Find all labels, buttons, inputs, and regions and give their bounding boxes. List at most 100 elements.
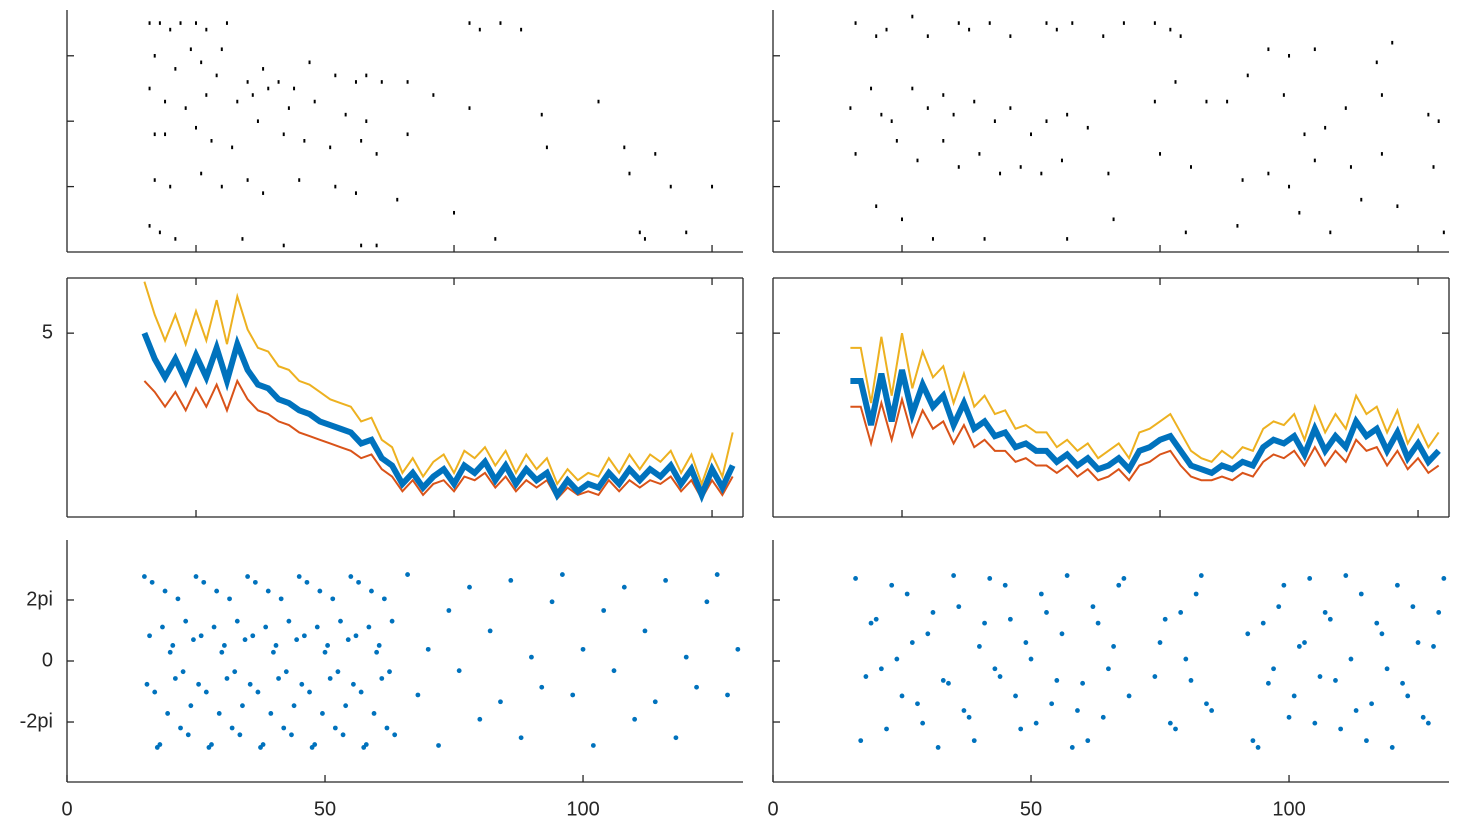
- point: [147, 633, 152, 639]
- point: [160, 624, 165, 630]
- point: [1296, 644, 1302, 649]
- point: [456, 668, 462, 674]
- point: [325, 643, 330, 648]
- series-line: [141, 332, 736, 504]
- point: [1090, 604, 1096, 610]
- point: [1265, 680, 1271, 686]
- point: [467, 584, 472, 590]
- point: [1059, 631, 1065, 637]
- point: [149, 579, 155, 585]
- point: [317, 588, 323, 594]
- point: [392, 732, 398, 738]
- point: [345, 637, 351, 643]
- point: [1364, 738, 1369, 744]
- point: [1126, 693, 1132, 699]
- point: [1033, 720, 1039, 726]
- point: [175, 596, 181, 602]
- point: [320, 711, 325, 716]
- point: [242, 637, 248, 643]
- point: [165, 711, 171, 716]
- point: [296, 574, 302, 579]
- point: [1028, 656, 1034, 662]
- point: [946, 680, 951, 686]
- point: [271, 649, 276, 655]
- point: [1312, 720, 1318, 726]
- point: [332, 725, 338, 731]
- point: [1317, 674, 1323, 679]
- point: [1121, 576, 1127, 581]
- point: [1054, 678, 1060, 683]
- point: [1075, 708, 1080, 713]
- point: [327, 676, 333, 681]
- series-line: [850, 395, 1440, 482]
- point: [1327, 616, 1333, 622]
- point: [1245, 631, 1251, 637]
- point: [219, 649, 225, 655]
- point: [374, 649, 380, 655]
- point: [977, 644, 982, 649]
- point: [940, 678, 946, 683]
- point: [1183, 656, 1189, 662]
- point: [704, 599, 710, 605]
- point: [273, 643, 279, 648]
- point: [229, 725, 235, 731]
- point: [255, 689, 261, 695]
- point: [1291, 693, 1297, 699]
- point: [154, 745, 160, 750]
- point: [314, 624, 320, 630]
- point: [714, 572, 720, 577]
- point: [1162, 616, 1168, 622]
- point: [152, 689, 158, 695]
- point: [899, 693, 905, 699]
- point: [632, 716, 638, 722]
- point: [322, 649, 328, 655]
- point: [348, 574, 354, 579]
- point: [371, 711, 377, 716]
- point: [1209, 708, 1215, 713]
- point: [309, 745, 315, 750]
- point: [1049, 701, 1055, 707]
- point: [369, 588, 374, 594]
- point: [920, 720, 926, 726]
- point: [144, 681, 150, 687]
- point: [281, 725, 287, 731]
- y-tick-label: 2pi: [26, 588, 53, 610]
- point: [1204, 701, 1209, 707]
- point: [987, 576, 993, 581]
- point: [1111, 644, 1116, 649]
- point: [1255, 745, 1261, 750]
- point: [286, 618, 292, 624]
- point: [1410, 604, 1416, 610]
- point: [889, 582, 895, 588]
- point: [291, 703, 297, 709]
- point: [178, 725, 183, 731]
- point: [227, 596, 232, 602]
- point: [142, 574, 147, 579]
- point: [1007, 616, 1013, 622]
- x-tick-label: 50: [1020, 798, 1042, 820]
- x-tick-label: 0: [767, 798, 778, 820]
- point: [925, 631, 931, 637]
- point: [265, 588, 271, 594]
- point: [356, 579, 361, 585]
- point: [1188, 678, 1194, 683]
- point: [446, 608, 452, 613]
- series-line: [850, 369, 1441, 477]
- point: [1157, 640, 1163, 645]
- point: [304, 579, 310, 585]
- point: [353, 633, 359, 639]
- point: [1069, 745, 1075, 750]
- point: [951, 573, 957, 578]
- point: [387, 669, 392, 675]
- point: [338, 618, 343, 624]
- series-line: [143, 281, 734, 487]
- point: [1343, 573, 1349, 578]
- point: [508, 577, 514, 583]
- point: [961, 708, 967, 713]
- point: [1405, 693, 1411, 699]
- point: [340, 732, 346, 738]
- point: [191, 637, 196, 643]
- point: [1436, 610, 1442, 615]
- series-line: [850, 332, 1440, 464]
- point: [529, 654, 534, 660]
